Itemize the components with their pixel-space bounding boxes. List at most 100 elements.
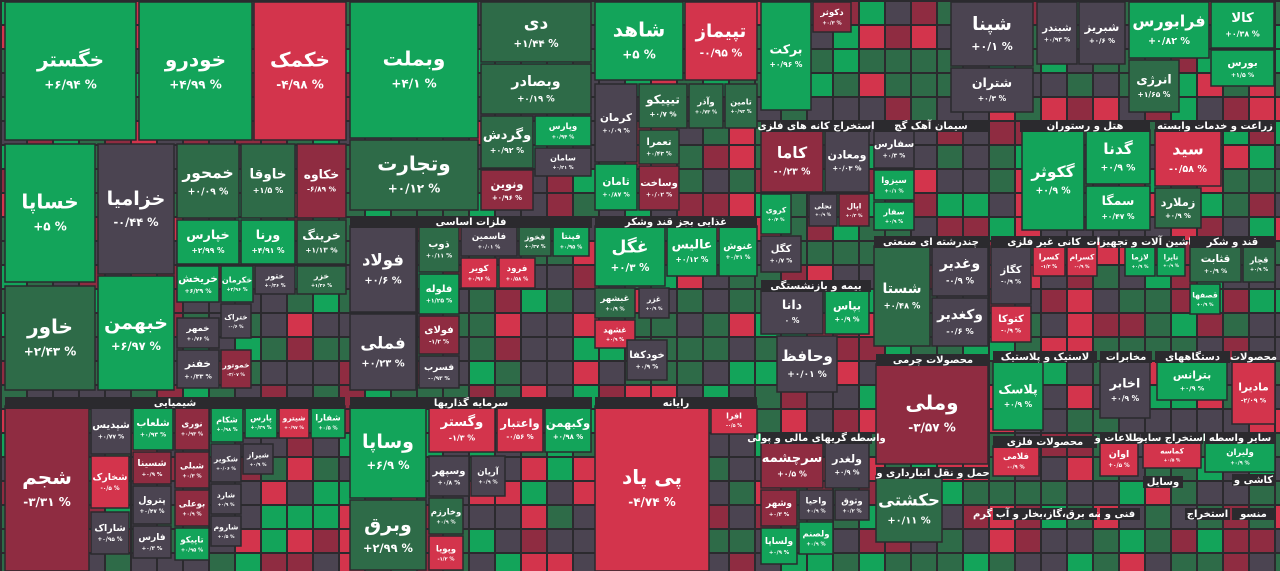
stock-tile[interactable]	[90, 511, 130, 555]
stock-tile[interactable]	[176, 349, 220, 389]
stock-tile[interactable]	[594, 83, 638, 163]
stock-tile[interactable]	[1210, 1, 1275, 49]
stock-tile[interactable]	[875, 363, 989, 465]
stock-tile[interactable]	[873, 201, 915, 231]
stock-tile[interactable]	[460, 257, 498, 289]
stock-tile[interactable]	[220, 349, 252, 389]
stock-tile[interactable]	[594, 287, 636, 319]
stock-tile[interactable]	[176, 219, 240, 265]
stock-tile[interactable]	[834, 489, 870, 521]
stock-tile[interactable]	[1242, 245, 1276, 283]
stock-tile[interactable]	[4, 1, 137, 141]
stock-tile[interactable]	[349, 1, 479, 139]
stock-tile[interactable]	[4, 143, 96, 283]
stock-tile[interactable]	[1124, 245, 1156, 277]
stock-tile[interactable]	[1099, 441, 1139, 477]
stock-tile[interactable]	[760, 527, 798, 565]
stock-tile[interactable]	[176, 143, 240, 219]
stock-tile[interactable]	[220, 303, 252, 339]
stock-tile[interactable]	[428, 405, 496, 453]
stock-tile[interactable]	[992, 361, 1044, 431]
stock-tile[interactable]	[310, 405, 346, 439]
stock-tile[interactable]	[638, 165, 680, 211]
stock-tile[interactable]	[992, 445, 1040, 477]
stock-tile[interactable]	[1078, 1, 1126, 65]
stock-tile[interactable]	[1036, 1, 1078, 65]
stock-tile[interactable]	[808, 193, 838, 227]
stock-tile[interactable]	[873, 245, 931, 347]
stock-tile[interactable]	[349, 139, 479, 211]
stock-tile[interactable]	[240, 143, 296, 219]
stock-tile[interactable]	[349, 313, 417, 391]
stock-tile[interactable]	[253, 1, 347, 141]
stock-tile[interactable]	[990, 305, 1032, 343]
stock-tile[interactable]	[460, 225, 518, 257]
stock-tile[interactable]	[1085, 129, 1151, 185]
stock-tile[interactable]	[626, 339, 668, 381]
stock-tile[interactable]	[931, 297, 989, 347]
stock-tile[interactable]	[254, 265, 296, 295]
stock-tile[interactable]	[498, 257, 536, 289]
stock-tile[interactable]	[97, 275, 175, 391]
stock-tile[interactable]	[1189, 245, 1242, 283]
stock-tile[interactable]	[240, 219, 296, 265]
stock-tile[interactable]	[278, 405, 310, 439]
stock-tile[interactable]	[349, 499, 427, 571]
stock-tile[interactable]	[534, 147, 592, 177]
stock-tile[interactable]	[210, 443, 242, 483]
stock-tile[interactable]	[132, 485, 172, 525]
stock-tile[interactable]	[1231, 361, 1276, 425]
stock-tile[interactable]	[760, 489, 798, 527]
stock-tile[interactable]	[428, 497, 464, 535]
stock-tile[interactable]	[1210, 49, 1275, 87]
stock-tile[interactable]	[296, 265, 347, 295]
stock-tile[interactable]	[1156, 361, 1228, 401]
stock-tile[interactable]	[1021, 129, 1085, 231]
stock-tile[interactable]	[480, 115, 534, 169]
stock-tile[interactable]	[931, 245, 989, 297]
stock-tile[interactable]	[349, 225, 417, 313]
stock-tile[interactable]	[480, 169, 534, 211]
stock-tile[interactable]	[1128, 59, 1180, 113]
stock-tile[interactable]	[418, 315, 460, 355]
stock-tile[interactable]	[688, 83, 724, 129]
stock-tile[interactable]	[496, 405, 544, 453]
stock-tile[interactable]	[594, 225, 666, 287]
stock-tile[interactable]	[544, 405, 592, 453]
stock-tile[interactable]	[244, 405, 278, 439]
stock-tile[interactable]	[210, 483, 242, 515]
stock-tile[interactable]	[132, 451, 172, 485]
stock-tile[interactable]	[296, 143, 347, 219]
stock-tile[interactable]	[97, 143, 175, 275]
stock-tile[interactable]	[824, 441, 870, 489]
stock-tile[interactable]	[296, 219, 347, 265]
stock-tile[interactable]	[480, 1, 592, 63]
stock-tile[interactable]	[594, 1, 684, 81]
stock-tile[interactable]	[174, 489, 210, 527]
stock-tile[interactable]	[174, 527, 210, 561]
stock-tile[interactable]	[638, 129, 680, 165]
stock-tile[interactable]	[950, 67, 1034, 113]
stock-tile[interactable]	[418, 355, 460, 389]
stock-tile[interactable]	[1099, 361, 1151, 419]
stock-tile[interactable]	[638, 287, 670, 319]
stock-tile[interactable]	[638, 83, 688, 129]
stock-tile[interactable]	[480, 63, 592, 115]
stock-tile[interactable]	[1128, 1, 1210, 59]
stock-tile[interactable]	[1085, 185, 1151, 231]
stock-tile[interactable]	[594, 163, 638, 211]
stock-tile[interactable]	[666, 225, 718, 277]
stock-tile[interactable]	[1154, 129, 1222, 187]
stock-tile[interactable]	[838, 193, 870, 227]
stock-tile[interactable]	[990, 245, 1032, 305]
stock-tile[interactable]	[950, 1, 1034, 67]
stock-tile[interactable]	[470, 455, 506, 497]
stock-tile[interactable]	[90, 455, 130, 509]
stock-tile[interactable]	[1154, 187, 1202, 229]
stock-tile[interactable]	[718, 225, 758, 277]
stock-tile[interactable]	[684, 1, 758, 81]
stock-tile[interactable]	[176, 317, 220, 349]
stock-tile[interactable]	[760, 441, 824, 489]
stock-tile[interactable]	[4, 285, 96, 391]
stock-tile[interactable]	[4, 405, 90, 571]
